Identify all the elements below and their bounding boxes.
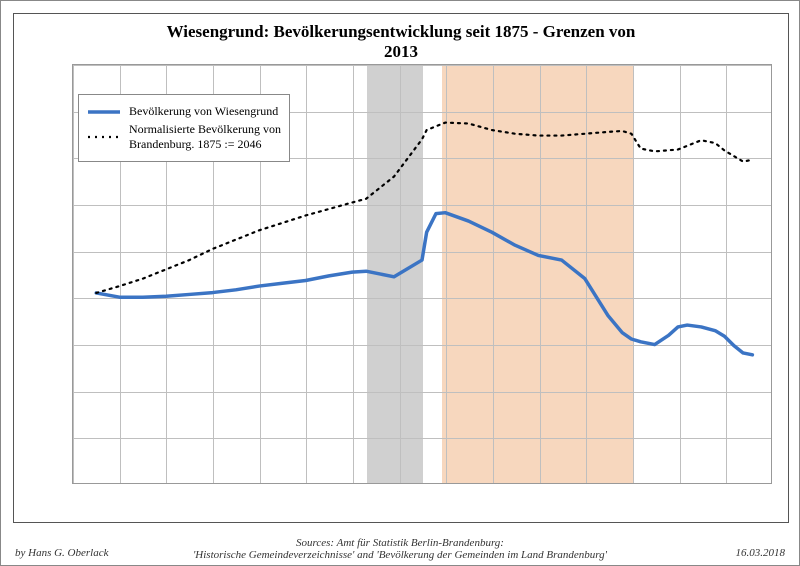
x-tick-label: 1990	[620, 483, 646, 484]
x-tick-label: 1940	[387, 483, 413, 484]
x-tick-label: 2020	[760, 483, 772, 484]
source-line2: 'Historische Gemeindeverzeichnisse' and …	[193, 549, 607, 561]
x-tick-label: 2000	[667, 483, 693, 484]
chart-container: Wiesengrund: Bevölkerungsentwicklung sei…	[0, 0, 800, 566]
date-text: 16.03.2018	[736, 547, 786, 559]
x-tick-label: 1980	[573, 483, 599, 484]
x-tick-label: 1930	[340, 483, 366, 484]
footer-date: 16.03.2018	[736, 547, 786, 559]
x-tick-label: 1890	[153, 483, 179, 484]
chart-frame: Wiesengrund: Bevölkerungsentwicklung sei…	[13, 13, 789, 523]
legend-item-brandenburg: Normalisierte Bevölkerung von Brandenbur…	[87, 122, 281, 152]
legend-swatch-wiesengrund	[87, 105, 121, 119]
x-tick-label: 1870	[72, 483, 86, 484]
x-tick-label: 1900	[200, 483, 226, 484]
footer-source: Sources: Amt für Statistik Berlin-Brande…	[1, 537, 799, 561]
legend-label: Normalisierte Bevölkerung von Brandenbur…	[129, 122, 281, 152]
legend-swatch-brandenburg	[87, 130, 121, 144]
x-tick-label: 1880	[107, 483, 133, 484]
legend: Bevölkerung von Wiesengrund Normalisierte…	[78, 94, 290, 162]
series-wiesengrund	[96, 213, 752, 355]
x-tick-label: 1960	[480, 483, 506, 484]
x-tick-label: 2010	[713, 483, 739, 484]
x-tick-label: 1950	[433, 483, 459, 484]
title-line2: 2013	[384, 42, 418, 61]
x-tick-label: 1970	[527, 483, 553, 484]
chart-title: Wiesengrund: Bevölkerungsentwicklung sei…	[14, 22, 788, 62]
x-tick-label: 1910	[247, 483, 273, 484]
x-tick-label: 1920	[293, 483, 319, 484]
legend-item-wiesengrund: Bevölkerung von Wiesengrund	[87, 104, 281, 119]
legend-label: Bevölkerung von Wiesengrund	[129, 104, 278, 119]
source-line1: Sources: Amt für Statistik Berlin-Brande…	[296, 537, 504, 549]
title-line1: Wiesengrund: Bevölkerungsentwicklung sei…	[167, 22, 636, 41]
